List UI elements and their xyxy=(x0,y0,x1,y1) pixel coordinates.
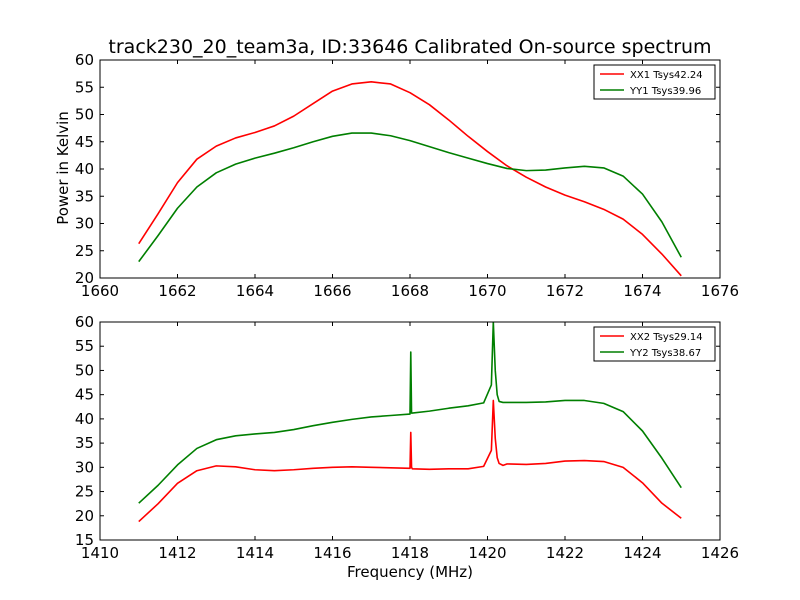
chart-title: track230_20_team3a, ID:33646 Calibrated … xyxy=(108,36,711,58)
legend-box xyxy=(593,64,716,100)
x-tick-label: 1672 xyxy=(546,282,584,300)
y-tick-label: 60 xyxy=(75,313,94,331)
x-tick-label: 1662 xyxy=(158,282,196,300)
series-line-2 xyxy=(138,132,682,263)
legend-entry: XX1 Tsys42.24 xyxy=(630,70,703,81)
legend-entry: YY1 Tsys39.96 xyxy=(629,86,701,97)
y-tick-label: 50 xyxy=(75,106,94,124)
y-tick-label: 25 xyxy=(75,483,94,501)
y-tick-label: 30 xyxy=(75,215,94,233)
upper-plot-panel: 1660 1662 1664 1666 1668 1670 1672 1674 1676 20 25… xyxy=(75,51,739,300)
y-axis-label: Power in Kelvin xyxy=(54,111,72,225)
y-tick-label: 45 xyxy=(75,133,94,151)
x-tick-label: 1418 xyxy=(391,544,429,562)
x-tick-label: 1674 xyxy=(623,282,661,300)
y-tick-label: 20 xyxy=(75,269,94,287)
y-tick-label: 40 xyxy=(75,160,94,178)
y-tick-label: 15 xyxy=(75,531,94,549)
x-tick-label: 1426 xyxy=(701,544,739,562)
series-line-1 xyxy=(138,399,682,523)
x-tick-label: 1664 xyxy=(236,282,274,300)
series-line-2 xyxy=(138,322,682,504)
y-tick-label: 55 xyxy=(75,337,94,355)
legend-box xyxy=(593,326,716,362)
x-tick-label: 1410 xyxy=(81,544,119,562)
y-tick-label: 30 xyxy=(75,458,94,476)
x-tick-label: 1412 xyxy=(158,544,196,562)
y-tick-label: 35 xyxy=(75,434,94,452)
y-tick-label: 20 xyxy=(75,507,94,525)
legend-entry: XX2 Tsys29.14 xyxy=(630,332,703,343)
y-tick-label: 45 xyxy=(75,386,94,404)
y-tick-label: 40 xyxy=(75,410,94,428)
x-tick-label: 1414 xyxy=(236,544,274,562)
x-tick-label: 1420 xyxy=(468,544,506,562)
x-tick-label: 1670 xyxy=(468,282,506,300)
x-tick-label: 1668 xyxy=(391,282,429,300)
lower-plot-panel: 1410 1412 1414 1416 1418 1420 1422 1424 1426 15 20… xyxy=(75,313,739,562)
y-tick-label: 55 xyxy=(75,78,94,96)
x-tick-label: 1676 xyxy=(701,282,739,300)
y-tick-label: 50 xyxy=(75,361,94,379)
x-tick-label: 1666 xyxy=(313,282,351,300)
y-tick-label: 35 xyxy=(75,187,94,205)
x-tick-label: 1660 xyxy=(81,282,119,300)
legend-entry: YY2 Tsys38.67 xyxy=(629,348,701,359)
y-tick-label: 25 xyxy=(75,242,94,260)
y-tick-label: 60 xyxy=(75,51,94,69)
x-tick-label: 1416 xyxy=(313,544,351,562)
x-tick-label: 1424 xyxy=(623,544,661,562)
x-axis-label: Frequency (MHz) xyxy=(347,563,473,581)
legend: XX2 Tsys29.14 YY2 Tsys38.67 xyxy=(593,326,716,362)
x-tick-label: 1422 xyxy=(546,544,584,562)
series-line-1 xyxy=(138,81,682,277)
legend: XX1 Tsys42.24 YY1 Tsys39.96 xyxy=(593,64,716,100)
